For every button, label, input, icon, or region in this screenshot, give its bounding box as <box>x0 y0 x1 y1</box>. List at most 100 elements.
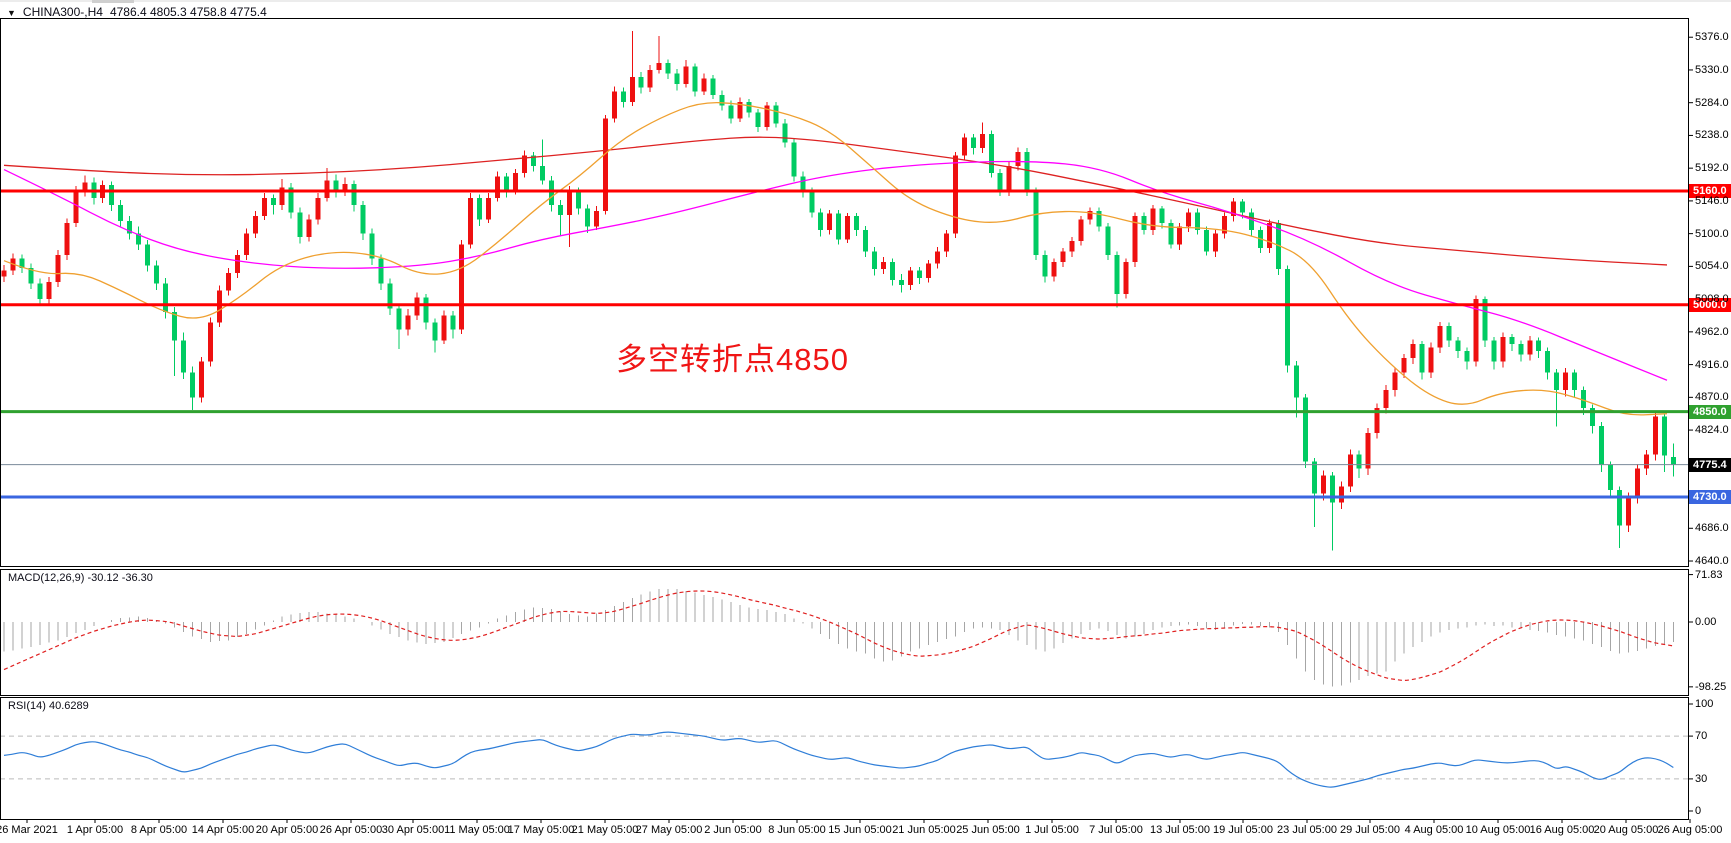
candle-body <box>692 66 698 92</box>
candle-body <box>1105 226 1111 255</box>
candle-body <box>1401 358 1407 373</box>
candle-body <box>73 190 79 223</box>
candle-body <box>288 187 294 213</box>
candle-body <box>1419 343 1425 373</box>
candle-body <box>845 215 851 240</box>
window-top-edge <box>0 0 1731 2</box>
macd-axis-label: -98.25 <box>1695 680 1727 693</box>
candle-body <box>1617 489 1622 526</box>
macd-indicator-label: MACD(12,26,9) -30.12 -36.30 <box>8 572 153 584</box>
candle-body <box>405 315 411 330</box>
candle-body <box>1150 208 1156 231</box>
candle-body <box>1159 208 1165 223</box>
rsi-axis-label: 70 <box>1695 730 1708 743</box>
candle-body <box>863 230 869 252</box>
x-axis-label: 21 May 05:00 <box>571 824 639 836</box>
price-level-badge: 5000.0 <box>1689 297 1731 312</box>
candle-body <box>55 254 61 283</box>
price-annotation-text: 多空转折点4850 <box>616 342 849 377</box>
candle-body <box>252 215 258 234</box>
candle-body <box>1338 486 1344 503</box>
candle-body <box>611 91 617 119</box>
ma-slow-red <box>3 136 1668 266</box>
candle-body <box>979 134 985 149</box>
candle-body <box>1042 254 1048 277</box>
candle-body <box>315 198 321 220</box>
x-axis-label: 7 Jul 05:00 <box>1089 824 1143 836</box>
rsi-axis-label: 0 <box>1695 805 1702 817</box>
candle-body <box>522 155 528 174</box>
candle-body <box>1266 222 1272 248</box>
candle-body <box>1509 336 1515 344</box>
candle-body <box>872 251 878 270</box>
candle-body <box>1132 215 1138 263</box>
candle-body <box>1554 372 1560 391</box>
candle-body <box>1177 226 1183 245</box>
candle-body <box>934 251 940 264</box>
x-axis-label: 26 Apr 05:00 <box>319 824 383 836</box>
candle-body <box>854 215 860 231</box>
candle-body <box>19 258 25 268</box>
candle-body <box>216 290 222 323</box>
candle-body <box>468 198 474 245</box>
y-axis-label: 5192.0 <box>1695 162 1729 175</box>
y-axis-label: 5054.0 <box>1695 260 1729 273</box>
x-axis-label: 4 Aug 05:00 <box>1404 824 1464 836</box>
x-axis-label: 8 Jun 05:00 <box>768 824 826 836</box>
candle-body <box>674 73 680 85</box>
candle-body <box>800 176 806 191</box>
candle-body <box>1536 340 1542 352</box>
candle-body <box>225 272 231 291</box>
candle-body <box>1482 299 1488 341</box>
x-axis-label: 20 Apr 05:00 <box>255 824 319 836</box>
candle-body <box>728 105 734 119</box>
candle-body <box>360 205 366 234</box>
y-axis-label: 5284.0 <box>1695 96 1729 109</box>
candle-body <box>1563 372 1569 391</box>
x-axis-label: 30 Apr 05:00 <box>381 824 445 836</box>
candle-body <box>656 62 662 70</box>
pane-frame <box>0 18 1689 567</box>
candle-body <box>737 101 743 119</box>
candle-body <box>1015 151 1021 167</box>
price-level-badge: 4850.0 <box>1689 404 1731 419</box>
candle-body <box>1114 254 1120 295</box>
candle-body <box>881 262 887 270</box>
candle-body <box>1302 397 1308 462</box>
candle-body <box>1087 210 1093 220</box>
candle-body <box>441 315 447 341</box>
candle-body <box>665 62 671 74</box>
candle-body <box>593 210 599 227</box>
candle-body <box>1329 475 1335 503</box>
candle-body <box>1643 454 1649 469</box>
rsi-line <box>3 731 1674 788</box>
candle-body <box>351 183 357 206</box>
candle-body <box>261 198 267 216</box>
candle-body <box>234 254 240 273</box>
x-axis-label: 16 Aug 05:00 <box>1529 824 1595 836</box>
candle-body <box>243 233 249 255</box>
candle-body <box>198 361 204 398</box>
candle-body <box>1374 408 1380 433</box>
x-axis-label: 15 Jun 05:00 <box>828 824 892 836</box>
y-axis-label: 4962.0 <box>1695 325 1729 338</box>
candle-body <box>782 123 788 143</box>
candle-body <box>764 105 770 127</box>
x-axis-label: 19 Jul 05:00 <box>1213 824 1273 836</box>
candle-body <box>37 283 43 300</box>
candle-body <box>1186 212 1192 227</box>
candle-body <box>1060 251 1066 263</box>
candle-body <box>1311 461 1317 494</box>
rsi-indicator-label: RSI(14) 40.6289 <box>8 700 89 712</box>
x-axis-label: 20 Aug 05:00 <box>1593 824 1659 836</box>
candle-body <box>414 297 420 316</box>
symbol-dropdown-icon[interactable]: ▼ <box>7 7 16 18</box>
candle-body <box>836 213 842 240</box>
candle-body <box>566 190 572 216</box>
candle-body <box>970 137 976 149</box>
candle-body <box>306 219 312 238</box>
candle-body <box>540 166 545 181</box>
candle-body <box>1392 372 1398 391</box>
chart-title: ▼ CHINA300-,H4 4786.4 4805.3 4758.8 4775… <box>7 5 267 19</box>
